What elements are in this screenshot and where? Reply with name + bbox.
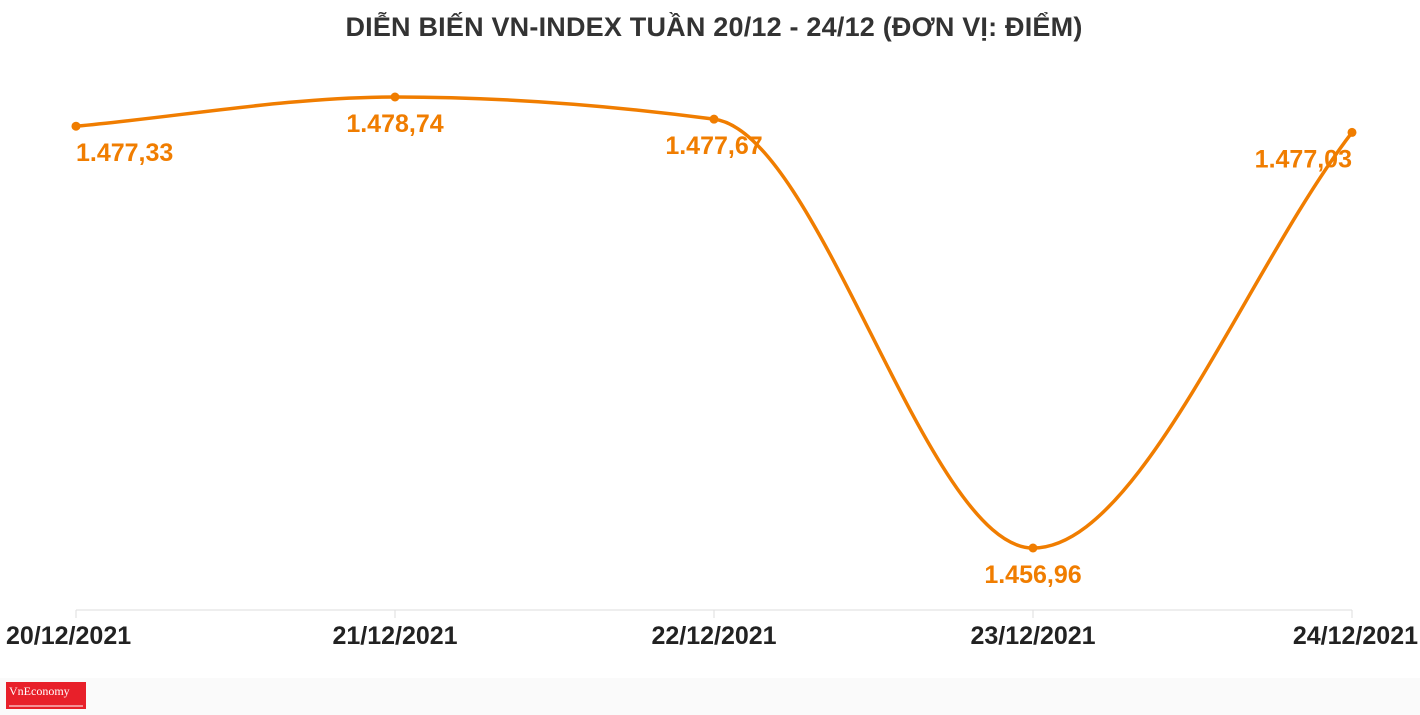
- x-tick-label: 23/12/2021: [970, 622, 1095, 650]
- data-point: [709, 114, 719, 124]
- data-point: [1028, 543, 1038, 553]
- data-label: 1.477,33: [76, 139, 173, 167]
- x-tick-label: 20/12/2021: [6, 622, 131, 650]
- data-label: 1.477,67: [665, 132, 762, 160]
- data-point: [71, 121, 81, 131]
- data-label: 1.478,74: [346, 110, 443, 138]
- brand-tagline-strip: [9, 705, 83, 707]
- data-point: [1347, 127, 1357, 137]
- series-line-layer: [74, 95, 1354, 550]
- x-tick-label: 24/12/2021: [1293, 622, 1418, 650]
- data-points: [71, 92, 1357, 553]
- data-label: 1.477,03: [1255, 145, 1352, 173]
- x-axis: [75, 609, 1353, 618]
- data-labels: 1.477,33 1.478,74 1.477,67 1.456,96 1.477,03: [76, 110, 1352, 589]
- chart-title: DIỄN BIẾN VN-INDEX TUẦN 20/12 - 24/12 (Đ…: [345, 12, 1083, 42]
- brand-name: VnEconomy: [9, 684, 70, 698]
- footer-band: [0, 678, 1420, 715]
- x-tick-label: 22/12/2021: [651, 622, 776, 650]
- x-tick-label: 21/12/2021: [332, 622, 457, 650]
- data-point: [390, 92, 400, 102]
- series-line: [74, 95, 1354, 550]
- vneconomy-logo: VnEconomy: [6, 682, 86, 709]
- x-tick-labels: 20/12/2021 21/12/2021 22/12/2021 23/12/2021…: [6, 622, 1418, 650]
- data-label: 1.456,96: [984, 561, 1081, 589]
